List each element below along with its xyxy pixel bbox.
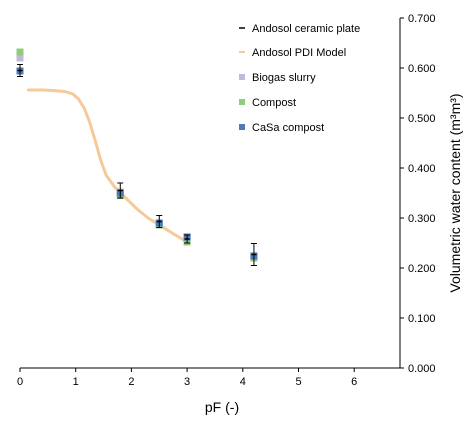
plot-area — [16, 48, 258, 266]
y-tick-label: 0.500 — [408, 113, 436, 125]
legend-label-ceramic: Andosol ceramic plate — [252, 23, 360, 35]
y-axis-title: Volumetric water content (m³m³) — [447, 93, 463, 292]
x-tick-label: 3 — [184, 376, 190, 388]
y-tick-label: 0.100 — [408, 313, 436, 325]
marker-compost — [16, 48, 24, 56]
legend-label-casa: CaSa compost — [252, 122, 324, 134]
legend-label-biogas: Biogas slurry — [252, 72, 316, 84]
legend-swatch-casa — [239, 124, 245, 130]
y-tick-label: 0.700 — [408, 13, 436, 25]
y-tick-label: 0.000 — [408, 363, 436, 375]
y-tick-label: 0.600 — [408, 63, 436, 75]
legend-swatch-compost — [239, 99, 245, 105]
y-ticks: 0.000 0.100 0.200 0.300 0.400 0.500 0.600 0.700 — [400, 13, 436, 375]
x-tick-label: 5 — [295, 376, 301, 388]
marker-biogas — [16, 54, 24, 62]
x-tick-label: 1 — [73, 376, 79, 388]
x-axis-title: pF (-) — [205, 399, 239, 415]
model-curve — [26, 88, 189, 244]
x-tick-label: 4 — [240, 376, 246, 388]
legend-label-compost: Compost — [252, 97, 296, 109]
legend-label-model: Andosol PDI Model — [252, 47, 346, 59]
x-tick-label: 6 — [351, 376, 357, 388]
x-ticks: 0 1 2 3 4 5 6 — [17, 368, 357, 388]
y-tick-label: 0.200 — [408, 263, 436, 275]
x-tick-label: 2 — [128, 376, 134, 388]
x-tick-label: 0 — [17, 376, 23, 388]
legend: Andosol ceramic plate Andosol PDI Model Bi… — [239, 23, 360, 134]
y-tick-label: 0.300 — [408, 213, 436, 225]
y-tick-label: 0.400 — [408, 163, 436, 175]
legend-swatch-biogas — [239, 74, 245, 80]
